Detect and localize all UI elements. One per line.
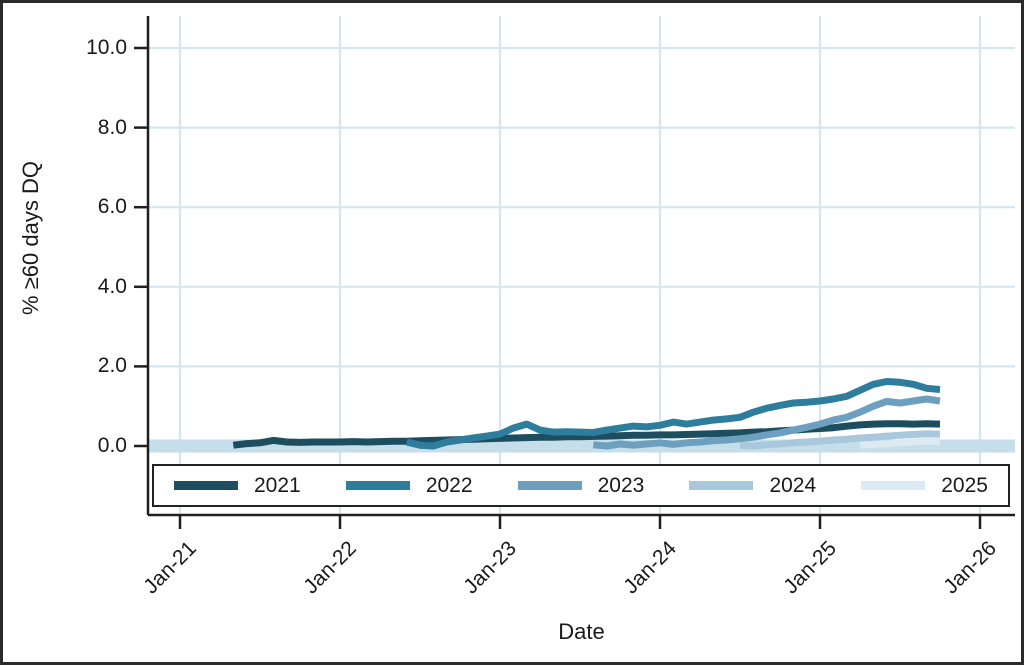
series-line-2025: [859, 437, 940, 449]
series-line-2021: [232, 420, 941, 449]
legend-box: 2021 2022 2023 2024 2025: [152, 464, 1010, 507]
y-tick-label: 4.0: [97, 274, 127, 298]
legend-label: 2025: [941, 473, 988, 497]
legend-swatch: [861, 481, 926, 490]
legend-swatch: [517, 481, 582, 490]
legend-item-2023: 2023: [517, 473, 645, 498]
legend-swatch: [174, 481, 238, 490]
legend-swatch: [689, 481, 754, 490]
y-tick-label: 8.0: [97, 115, 127, 139]
y-tick-label: 6.0: [97, 195, 127, 219]
y-tick-label: 0.0: [97, 434, 127, 457]
chart-canvas: [134, 16, 1015, 529]
legend-label: 2021: [254, 473, 301, 497]
legend-swatch: [345, 481, 410, 490]
legend-item-2021: 2021: [174, 474, 301, 498]
legend-label: 2022: [425, 473, 473, 497]
legend-item-2022: 2022: [345, 473, 473, 498]
legend-label: 2024: [769, 473, 817, 497]
x-axis-title: Date: [558, 619, 605, 644]
legend-label: 2023: [597, 473, 645, 497]
y-axis-title: % ≥60 days DQ: [18, 161, 43, 315]
series-line-2024: [739, 430, 941, 450]
series-line-2022: [405, 378, 941, 450]
y-tick-label: 2.0: [97, 354, 127, 378]
legend-item-2024: 2024: [689, 474, 816, 498]
legend-item-2025: 2025: [861, 474, 988, 498]
y-tick-label: 10.0: [86, 36, 127, 59]
series-line-2023: [592, 395, 941, 450]
